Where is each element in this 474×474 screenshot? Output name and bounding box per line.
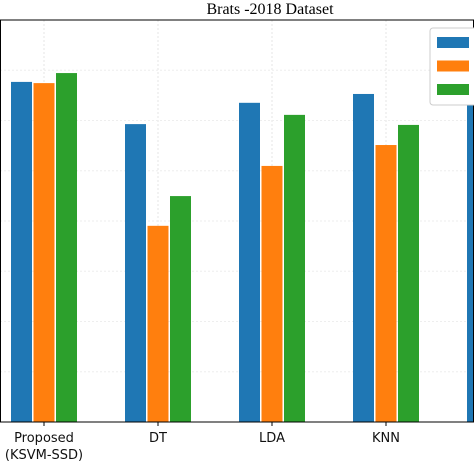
bar	[375, 145, 397, 422]
bar	[353, 93, 374, 422]
x-tick-label: KNN	[372, 431, 400, 446]
bar	[239, 102, 260, 422]
bar	[33, 83, 55, 422]
bar	[125, 124, 146, 423]
chart-title: Brats -2018 Dataset	[206, 1, 334, 18]
legend-swatch	[437, 84, 469, 95]
bar	[147, 225, 169, 422]
bar	[56, 73, 77, 423]
bar	[284, 114, 305, 422]
x-tick-label: Proposed (KSVM-SSD)	[4, 431, 84, 463]
x-tick-label: DT	[149, 431, 167, 446]
legend-swatch	[437, 60, 469, 72]
bar	[170, 196, 191, 422]
bar	[11, 81, 32, 423]
x-tick-label: LDA	[259, 431, 285, 446]
bar	[261, 165, 283, 422]
legend-swatch	[437, 37, 469, 48]
bar	[398, 124, 419, 422]
bar	[467, 102, 474, 422]
